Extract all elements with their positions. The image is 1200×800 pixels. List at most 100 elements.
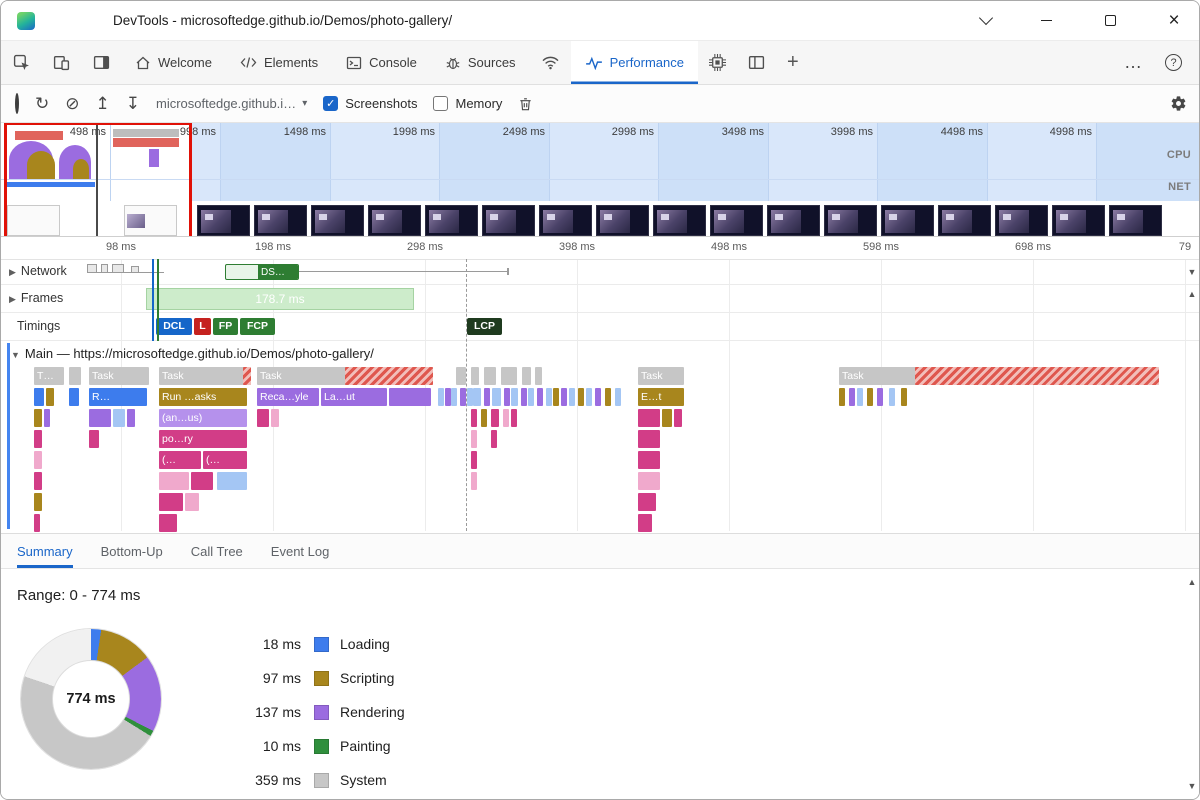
flame-bar[interactable] — [561, 388, 567, 406]
filmstrip-screenshot[interactable] — [710, 205, 763, 236]
flame-bar[interactable] — [501, 367, 517, 385]
filmstrip-screenshot[interactable] — [995, 205, 1048, 236]
flame-bar-r[interactable]: R… — [89, 388, 147, 406]
overview-window-handle[interactable] — [96, 123, 98, 236]
flame-bar[interactable] — [69, 367, 81, 385]
filmstrip-screenshot[interactable] — [254, 205, 307, 236]
flame-bar[interactable] — [467, 388, 473, 406]
filmstrip-screenshot[interactable] — [482, 205, 535, 236]
flame-bar[interactable] — [491, 409, 499, 427]
clear-recording-button[interactable]: ⊘ — [65, 95, 79, 112]
flame-bar[interactable] — [504, 388, 510, 406]
flame-bar[interactable] — [159, 472, 189, 490]
focus-page-button[interactable] — [81, 41, 121, 84]
flame-bar[interactable] — [159, 493, 183, 511]
flame-bar[interactable] — [522, 367, 531, 385]
scroll-up-button[interactable]: ▲ — [1187, 289, 1197, 299]
flame-bar[interactable] — [615, 388, 621, 406]
flame-bar[interactable] — [471, 472, 477, 490]
maximize-button[interactable] — [1087, 2, 1133, 40]
flame-bar-runasks[interactable]: Run …asks — [159, 388, 247, 406]
flame-bar[interactable] — [34, 514, 40, 532]
filmstrip-screenshot[interactable] — [881, 205, 934, 236]
flame-bar-anus[interactable]: (an…us) — [159, 409, 247, 427]
flame-bar[interactable] — [638, 472, 660, 490]
filmstrip-screenshot[interactable] — [368, 205, 421, 236]
flame-bar[interactable] — [460, 388, 466, 406]
settings-button[interactable] — [1170, 95, 1187, 112]
filmstrip-screenshot[interactable] — [1052, 205, 1105, 236]
flame-bar-task[interactable]: Task — [89, 367, 149, 385]
more-tabs-button[interactable]: + — [776, 41, 810, 84]
flame-bar[interactable] — [34, 388, 44, 406]
tab-network-conditions[interactable] — [530, 41, 571, 84]
flame-bar[interactable] — [438, 388, 444, 406]
delete-recording-button[interactable] — [518, 96, 533, 112]
flame-bar[interactable] — [857, 388, 863, 406]
inspect-element-button[interactable] — [1, 41, 41, 84]
flame-bar[interactable] — [511, 388, 518, 406]
flame-bar-task[interactable]: Task — [159, 367, 251, 385]
flame-bar[interactable] — [546, 388, 552, 406]
flame-bar[interactable] — [839, 388, 845, 406]
filmstrip-screenshot[interactable] — [311, 205, 364, 236]
filmstrip-screenshot[interactable] — [197, 205, 250, 236]
flame-bar[interactable] — [34, 472, 42, 490]
flame-bar[interactable] — [569, 388, 575, 406]
memory-checkbox[interactable] — [433, 96, 449, 111]
flame-bar[interactable] — [521, 388, 527, 406]
flame-bar[interactable] — [605, 388, 611, 406]
flame-bar[interactable] — [345, 367, 433, 385]
flame-bar[interactable] — [481, 409, 487, 427]
flame-bar[interactable] — [471, 451, 477, 469]
flame-bar[interactable] — [586, 388, 592, 406]
filmstrip-screenshot[interactable] — [824, 205, 877, 236]
flame-bar[interactable] — [46, 388, 54, 406]
memory-checkbox-group[interactable]: Memory — [433, 96, 502, 111]
flame-bar-laut[interactable]: La…ut — [321, 388, 387, 406]
flame-bar[interactable] — [113, 409, 125, 427]
help-button[interactable]: ? — [1154, 41, 1193, 84]
filmstrip-screenshot[interactable] — [938, 205, 991, 236]
flame-bar[interactable] — [867, 388, 873, 406]
flame-bar[interactable] — [662, 409, 672, 427]
tab-bottom-up[interactable]: Bottom-Up — [100, 543, 163, 559]
flame-bar-[interactable]: (… — [159, 451, 201, 469]
profile-select[interactable]: microsoftedge.github.i… ▾ — [156, 96, 307, 111]
flame-bar[interactable] — [271, 409, 279, 427]
filmstrip-screenshot[interactable] — [7, 205, 60, 236]
flame-bar[interactable] — [849, 388, 855, 406]
frames-lane[interactable] — [1, 285, 1199, 313]
flame-bar[interactable] — [69, 388, 79, 406]
flame-bar[interactable] — [638, 430, 660, 448]
tab-welcome[interactable]: Welcome — [121, 41, 226, 84]
flame-bar[interactable] — [473, 388, 481, 406]
flame-bar-t[interactable]: T… — [34, 367, 64, 385]
customize-devtools-button[interactable]: … — [1113, 41, 1154, 84]
flame-bar[interactable] — [638, 493, 656, 511]
save-profile-button[interactable]: ↧ — [126, 95, 140, 112]
screenshots-checkbox[interactable]: ✓ — [323, 96, 339, 111]
minimize-button[interactable] — [1023, 2, 1069, 40]
tab-call-tree[interactable]: Call Tree — [190, 543, 243, 559]
flame-bar[interactable] — [877, 388, 883, 406]
record-button[interactable] — [15, 92, 19, 114]
tab-application[interactable] — [737, 41, 776, 84]
flame-bar[interactable] — [34, 430, 42, 448]
flame-bar[interactable] — [89, 409, 111, 427]
scroll-down-button[interactable]: ▼ — [1187, 781, 1197, 791]
flame-bar[interactable] — [34, 451, 42, 469]
flame-bar[interactable] — [456, 367, 466, 385]
flame-bar[interactable] — [511, 409, 517, 427]
flame-bar[interactable] — [638, 451, 660, 469]
flame-bar[interactable] — [451, 388, 457, 406]
flame-bar[interactable] — [638, 409, 660, 427]
reload-and-record-button[interactable]: ↻ — [35, 95, 49, 112]
timing-badge-fcp[interactable]: FCP — [240, 318, 275, 335]
flame-bar-pory[interactable]: po…ry — [159, 430, 247, 448]
tab-performance[interactable]: Performance — [570, 41, 698, 84]
timing-badge-fp[interactable]: FP — [213, 318, 238, 335]
network-lane[interactable] — [1, 259, 1199, 285]
network-lane-header[interactable]: ▶ Network — [9, 264, 67, 278]
timing-badge-l[interactable]: L — [194, 318, 211, 335]
